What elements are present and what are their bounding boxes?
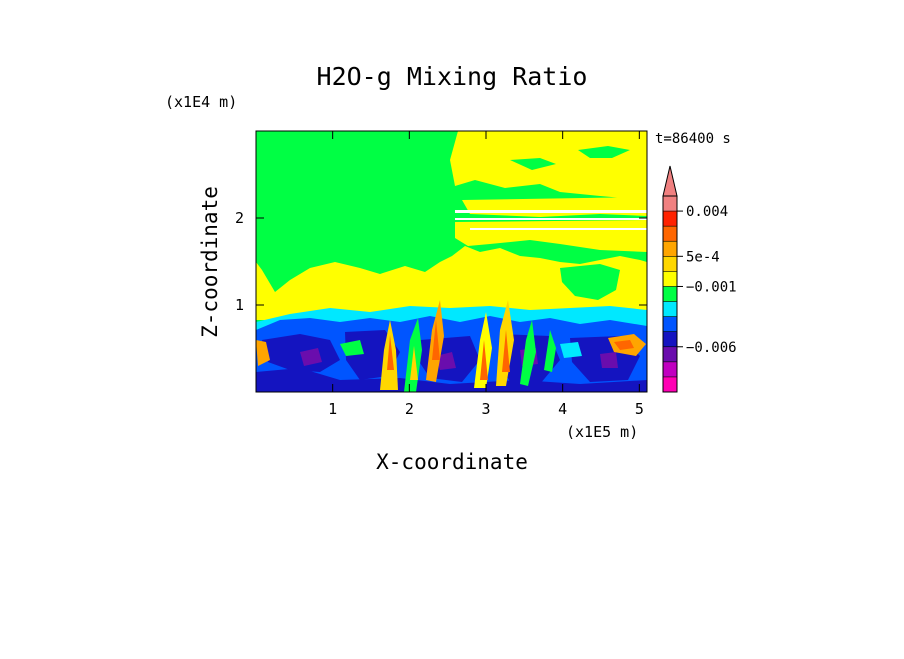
- colorbar-level: [663, 211, 677, 227]
- colorbar-level: [663, 376, 677, 392]
- colorbar-frame: [662, 195, 678, 393]
- x-unit-label: (x1E5 m): [566, 423, 638, 441]
- time-label: t=86400 s: [655, 131, 731, 147]
- x-tick-label: 5: [635, 400, 644, 418]
- convective-plumes: [256, 300, 646, 392]
- colorbar-level: [663, 271, 677, 287]
- colorbar-extend-arrow: [662, 165, 678, 197]
- mid-green-hole: [560, 264, 620, 300]
- plot-frame: [255, 130, 648, 393]
- colorbar-level: [663, 241, 677, 257]
- x-tick-label: 2: [405, 400, 414, 418]
- colorbar-level: [663, 226, 677, 242]
- colorbar-level: [663, 316, 677, 332]
- x-tick-label: 3: [481, 400, 490, 418]
- chart-title: H2O-g Mixing Ratio: [317, 62, 588, 91]
- colorbar-level: [663, 256, 677, 272]
- upper-white-streaks: [455, 210, 647, 230]
- y-axis-label: Z-coordinate: [198, 186, 222, 338]
- colorbar: 0.004 5e-4 −0.001 −0.006: [662, 165, 737, 393]
- x-axis-label: X-coordinate: [376, 450, 528, 474]
- axis-ticks: 1 2 3 4 5 1 2: [235, 131, 647, 418]
- colorbar-level: [663, 196, 677, 212]
- mid-yellow-layer: [256, 246, 647, 320]
- y-tick-label: 2: [235, 209, 244, 227]
- colorbar-tick-label: −0.001: [686, 279, 737, 295]
- colorbar-level: [663, 286, 677, 302]
- colorbar-tick-label: −0.006: [686, 340, 737, 356]
- y-unit-label: (x1E4 m): [165, 93, 237, 111]
- colorbar-level: [663, 346, 677, 362]
- y-tick-label: 1: [235, 296, 244, 314]
- colorbar-tick-label: 5e-4: [686, 249, 720, 265]
- colorbar-level: [663, 361, 677, 377]
- x-tick-label: 1: [328, 400, 337, 418]
- x-tick-label: 4: [558, 400, 567, 418]
- colorbar-level: [663, 331, 677, 347]
- colorbar-level: [663, 301, 677, 317]
- colorbar-tick-label: 0.004: [686, 204, 728, 220]
- plot-area: [256, 131, 647, 392]
